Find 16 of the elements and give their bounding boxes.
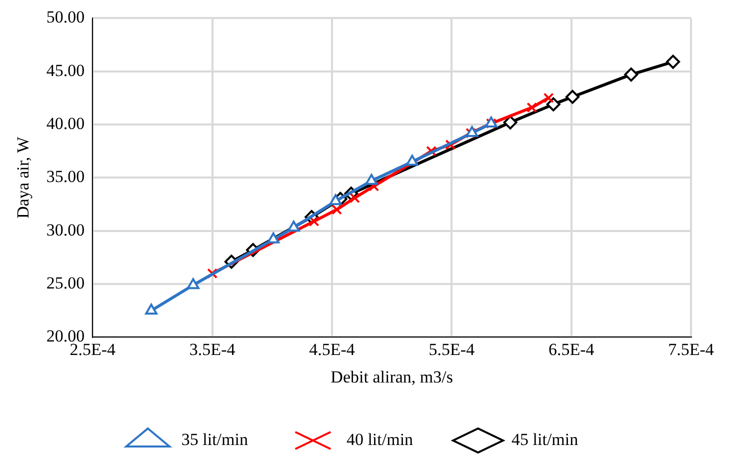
y-tick-label: 45.00 — [46, 60, 85, 80]
y-tick-label: 50.00 — [46, 8, 85, 27]
x-tick-label: 5.5E-4 — [428, 340, 476, 359]
x-tick-label: 7.5E-4 — [668, 340, 714, 359]
y-tick-label: 30.00 — [46, 220, 85, 240]
x-axis-title: Debit aliran, m3/s — [330, 367, 453, 386]
legend-label: 45 lit/min — [512, 430, 579, 449]
legend-label: 40 lit/min — [346, 430, 414, 449]
y-tick-label: 40.00 — [46, 114, 85, 133]
y-tick-label: 35.00 — [46, 167, 85, 186]
x-tick-label: 6.5E-4 — [548, 340, 595, 359]
legend-label: 35 lit/min — [181, 430, 248, 449]
x-tick-label: 4.5E-4 — [309, 340, 356, 359]
y-tick-label: 25.00 — [46, 274, 85, 292]
x-tick-label: 3.5E-4 — [189, 340, 236, 359]
y-axis-title: Daya air, W — [14, 136, 33, 219]
